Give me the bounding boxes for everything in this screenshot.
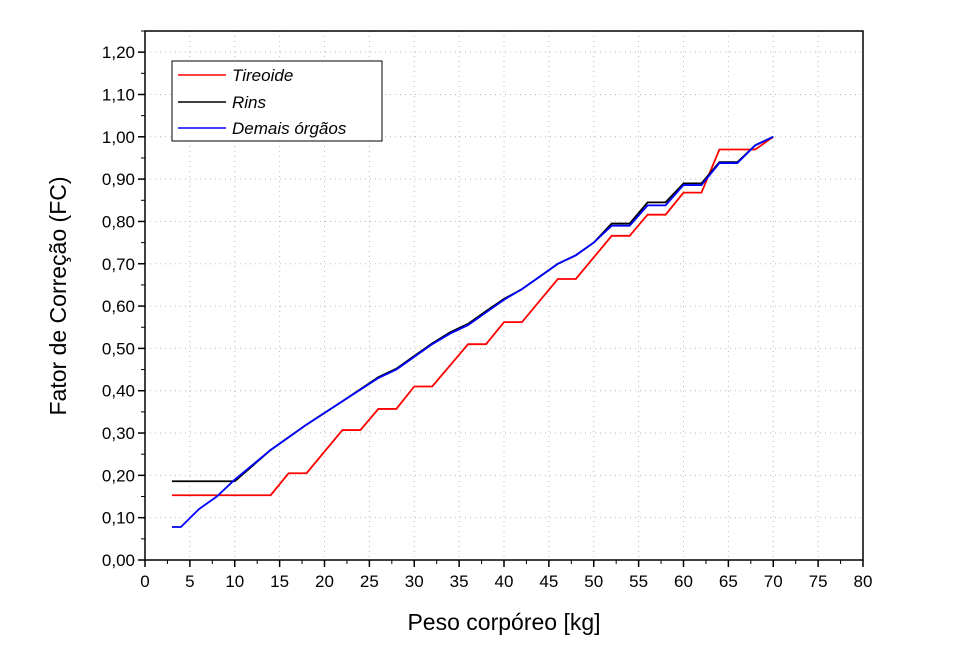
y-tick-label: 1,20 [102,43,135,62]
y-tick-label: 0,50 [102,339,135,358]
x-tick-label: 50 [584,572,603,591]
x-tick-label: 60 [674,572,693,591]
x-tick-label: 30 [405,572,424,591]
y-tick-label: 0,90 [102,170,135,189]
y-tick-label: 0,60 [102,297,135,316]
x-tick-label: 70 [764,572,783,591]
x-tick-label: 20 [315,572,334,591]
series-line-0 [171,136,774,497]
y-tick-label: 1,10 [102,85,135,104]
y-tick-label: 0,00 [102,551,135,570]
x-tick-label: 45 [539,572,558,591]
x-axis-label: Peso corpóreo [kg] [407,609,600,635]
y-tick-label: 1,00 [102,128,135,147]
x-tick-label: 0 [140,572,149,591]
x-tick-label: 10 [225,572,244,591]
x-tick-label: 80 [854,572,873,591]
legend-label-rins: Rins [232,93,267,112]
x-tick-label: 15 [270,572,289,591]
series-line-2 [171,135,774,528]
x-tick-label: 25 [360,572,379,591]
y-tick-label: 0,20 [102,466,135,485]
y-tick-label: 0,10 [102,509,135,528]
legend: Tireoide Rins Demais órgãos [171,60,383,142]
x-tick-label: 35 [450,572,469,591]
y-tick-label: 0,70 [102,255,135,274]
series-line-1 [171,135,774,483]
legend-label-demais-orgaos: Demais órgãos [232,119,347,138]
legend-label-tireoide: Tireoide [232,66,293,85]
ticks: 0 5 10 15 20 25 30 35 40 45 50 55 60 65 70 75 80 0,00 0,10… [102,30,873,591]
grid [145,31,863,560]
x-tick-label: 55 [629,572,648,591]
x-tick-label: 5 [185,572,194,591]
x-tick-label: 65 [719,572,738,591]
x-tick-label: 40 [495,572,514,591]
y-tick-label: 0,80 [102,212,135,231]
y-axis-label: Fator de Correção (FC) [45,176,71,415]
y-tick-label: 0,30 [102,424,135,443]
series-group [171,135,774,528]
y-tick-label: 0,40 [102,382,135,401]
x-tick-label: 75 [809,572,828,591]
